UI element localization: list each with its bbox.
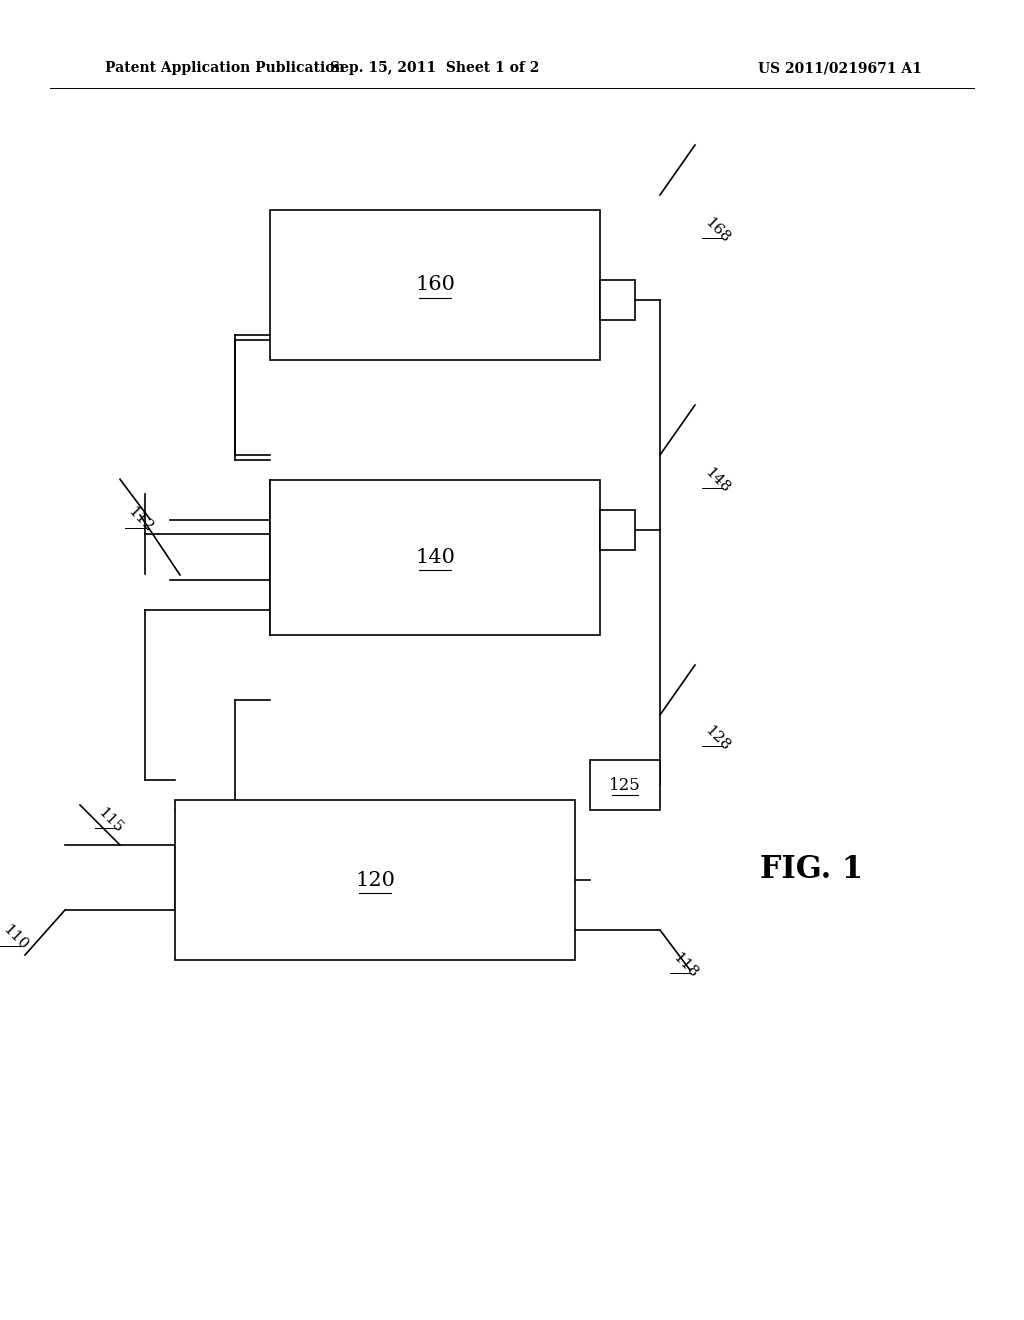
Bar — [600, 280, 635, 319]
Text: 168: 168 — [702, 215, 732, 246]
Text: 118: 118 — [670, 950, 700, 981]
Bar — [270, 210, 600, 360]
Bar — [175, 800, 575, 960]
Text: US 2011/0219671 A1: US 2011/0219671 A1 — [758, 61, 922, 75]
Bar — [270, 480, 600, 635]
Text: 120: 120 — [355, 870, 395, 890]
Text: 115: 115 — [95, 805, 126, 836]
Text: Patent Application Publication: Patent Application Publication — [105, 61, 345, 75]
Text: 148: 148 — [702, 465, 732, 495]
Text: 112: 112 — [125, 504, 156, 536]
Text: 125: 125 — [609, 776, 641, 793]
Text: FIG. 1: FIG. 1 — [760, 854, 863, 886]
Text: 160: 160 — [415, 276, 455, 294]
Bar — [600, 510, 635, 550]
Text: 140: 140 — [415, 548, 455, 568]
Bar — [590, 760, 660, 810]
Text: Sep. 15, 2011  Sheet 1 of 2: Sep. 15, 2011 Sheet 1 of 2 — [331, 61, 540, 75]
Text: 128: 128 — [702, 723, 732, 754]
Text: 110: 110 — [0, 923, 31, 953]
